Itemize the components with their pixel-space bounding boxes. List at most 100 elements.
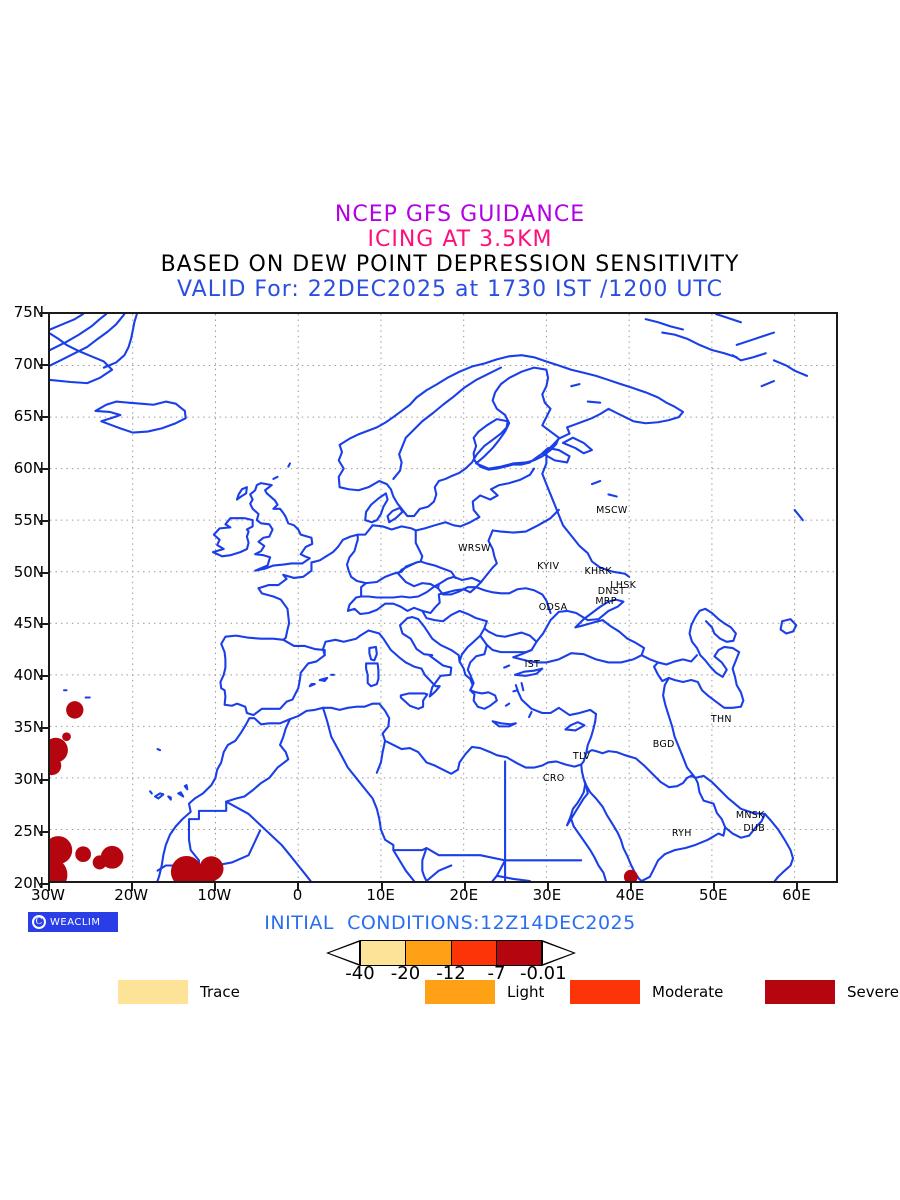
legend-swatch-light: [425, 980, 495, 1004]
lat-tick-label: 20N: [13, 874, 44, 892]
colorbar-cell-trace: [361, 941, 407, 965]
lon-tick-label: 30W: [31, 886, 65, 904]
lon-tick-label: 20W: [114, 886, 149, 904]
lat-tick-label: 35N: [13, 718, 44, 737]
city-label-ryh: RYH: [671, 828, 692, 840]
lat-tick-label: 45N: [13, 614, 44, 633]
city-label-wrsw: WRSW: [458, 542, 491, 554]
lon-tick-mark: [630, 883, 633, 891]
lat-tick-mark: [40, 883, 48, 885]
colorbar-tick: -0.01: [520, 963, 567, 984]
city-label-dnst: DNST: [597, 586, 626, 598]
logo-text: WEACLIM: [50, 916, 101, 928]
lon-tick-mark: [713, 883, 716, 891]
legend-swatch-trace: [118, 980, 188, 1004]
lat-tick-mark: [40, 415, 48, 418]
map-graphics: [50, 314, 836, 881]
colorbar: [326, 940, 576, 966]
lat-tick-label: 50N: [13, 562, 44, 581]
title-product: ICING AT 3.5KM: [367, 227, 553, 252]
city-label-dub: DUB: [743, 823, 766, 834]
lat-tick-mark: [40, 831, 48, 834]
city-label-thn: THN: [710, 714, 732, 725]
colorbar-tick-labels: -40 -20 -12 -7 -0.01: [326, 963, 576, 985]
lat-tick-mark: [40, 519, 48, 522]
lon-tick-label: 40E: [615, 886, 645, 904]
legend-swatch-moderate: [570, 980, 640, 1004]
city-label-mnsk: MNSK: [735, 809, 765, 821]
lon-tick-mark: [463, 883, 466, 891]
lat-tick-label: 70N: [13, 354, 44, 373]
city-label-mrp: MRP: [595, 595, 617, 607]
lon-tick-label: 60E: [782, 886, 811, 904]
city-label-cro: CRO: [542, 773, 565, 785]
lon-tick-mark: [796, 883, 799, 891]
lat-tick-label: 60N: [13, 458, 44, 477]
city-label-tlv: TLV: [572, 751, 591, 763]
colorbar-tick: -12: [436, 963, 466, 984]
lon-tick-label: 50E: [698, 886, 728, 904]
lat-tick-label: 75N: [13, 303, 44, 321]
lon-tick-mark: [214, 883, 217, 891]
legend-label-moderate: Moderate: [652, 983, 724, 1001]
colorbar-tick: -20: [390, 963, 421, 984]
colorbar-tick: -40: [345, 963, 375, 984]
lat-tick-mark: [40, 467, 48, 470]
colorbar-tick: -7: [487, 963, 506, 984]
lon-tick-mark: [546, 883, 549, 891]
legend-item-trace: Trace: [118, 980, 240, 1004]
title-block: NCEP GFS GUIDANCE ICING AT 3.5KM BASED O…: [0, 204, 900, 301]
lat-tick-mark: [40, 571, 48, 574]
colorbar-cells: [360, 940, 542, 966]
lat-tick-mark: [40, 363, 48, 366]
city-label-lhsk: LHSK: [610, 580, 637, 592]
lat-tick-label: 55N: [13, 510, 44, 529]
legend-swatch-severe: [765, 980, 835, 1004]
lon-tick-label: 20E: [449, 886, 479, 904]
lat-tick-mark: [40, 779, 48, 782]
legend-label-trace: Trace: [200, 983, 240, 1001]
lon-tick-label: 10W: [197, 886, 232, 904]
lon-tick-mark: [297, 883, 300, 891]
lat-tick-label: 65N: [13, 406, 44, 425]
legend-label-light: Light: [507, 983, 545, 1001]
lon-tick-mark: [48, 883, 50, 891]
lon-tick-mark: [131, 883, 134, 891]
legend-label-severe: Severe: [847, 983, 899, 1001]
legend-item-moderate: Moderate: [570, 980, 723, 1004]
icing-regions: [50, 701, 638, 881]
city-label-kyiv: KYIV: [537, 561, 560, 573]
lat-tick-label: 25N: [13, 822, 44, 841]
coastlines: [50, 314, 809, 881]
title-method: BASED ON DEW POINT DEPRESSION SENSITIVIT…: [160, 252, 740, 277]
lon-tick-label: 0: [292, 886, 303, 904]
title-agency: NCEP GFS GUIDANCE: [334, 202, 586, 227]
lon-tick-mark: [380, 883, 383, 891]
city-label-mscw: MSCW: [596, 505, 628, 517]
colorbar-cell-moderate: [451, 941, 497, 965]
copyright-icon: C: [32, 915, 46, 929]
lat-tick-mark: [40, 727, 48, 730]
lat-tick-mark: [40, 675, 48, 678]
lat-tick-mark: [40, 623, 48, 626]
weaclim-logo[interactable]: C WEACLIM: [28, 912, 118, 932]
colorbar-arrow-right-fill: [543, 942, 573, 964]
initial-conditions-label: INITIAL CONDITIONS:12Z14DEC2025: [264, 912, 636, 934]
colorbar-arrow-left-fill: [329, 942, 359, 964]
map-canvas[interactable]: [48, 312, 838, 883]
city-label-ist: IST: [524, 658, 541, 670]
colorbar-cell-light: [406, 941, 452, 965]
title-validity: VALID For: 22DEC2025 at 1730 IST /1200 U…: [177, 277, 723, 302]
city-label-odsa: ODSA: [538, 601, 568, 613]
lat-tick-label: 40N: [13, 666, 44, 685]
legend-item-light: Light: [425, 980, 544, 1004]
category-legend: Trace Light Moderate Severe: [0, 980, 900, 1008]
city-label-khrk: KHRK: [584, 565, 612, 577]
city-label-bgd: BGD: [652, 738, 675, 750]
legend-item-severe: Severe: [765, 980, 899, 1004]
lat-tick-label: 30N: [13, 770, 44, 789]
colorbar-cell-severe: [496, 941, 541, 965]
lon-tick-label: 10E: [366, 886, 395, 904]
lat-tick-mark: [40, 312, 48, 314]
